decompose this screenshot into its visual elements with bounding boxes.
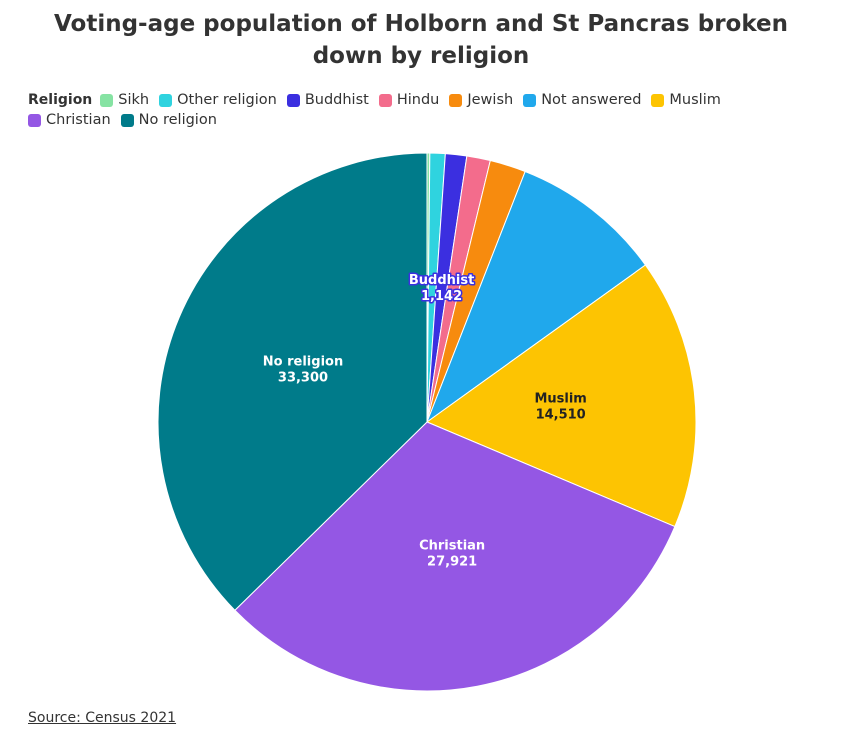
legend-label: Jewish (467, 92, 514, 108)
legend-swatch (28, 113, 41, 127)
legend-swatch (159, 93, 173, 107)
legend-swatch (286, 93, 300, 107)
legend-swatch (449, 93, 463, 107)
legend-label: Muslim (669, 92, 721, 108)
value-label: 1,142 (421, 289, 462, 304)
legend-label: Christian (46, 112, 111, 128)
legend-item: Buddhist (286, 92, 369, 108)
legend-swatch (523, 93, 537, 107)
legend: Religion Sikh Other religion Buddhist Hindu J… (28, 92, 748, 128)
slice-label: Buddhist (409, 273, 474, 288)
pie-slice (157, 152, 428, 611)
legend-label: Buddhist (304, 92, 369, 108)
legend-swatch (651, 93, 665, 107)
legend-swatch (100, 93, 114, 107)
legend-item: Jewish (449, 92, 513, 108)
legend-label: Not answered (541, 92, 642, 108)
slice-label: Christian (419, 539, 485, 554)
pie-slice (425, 170, 647, 424)
legend-title: Religion (28, 92, 93, 108)
value-label: 27,921 (427, 555, 477, 570)
legend-label: Sikh (118, 92, 150, 108)
slice-label: Muslim (534, 391, 586, 406)
value-label: 33,300 (278, 370, 328, 385)
legend-swatch (378, 93, 392, 107)
chart-title: Voting-age population of Holborn and St … (53, 11, 789, 69)
legend-item: Christian (28, 112, 111, 128)
source-link[interactable]: Source: Census 2021 (28, 710, 177, 726)
legend-swatch (120, 113, 134, 127)
legend-item: Hindu (378, 92, 440, 108)
legend-item: Muslim (651, 92, 721, 108)
slice-label: No religion (263, 354, 343, 369)
pie-slice (234, 421, 676, 692)
legend-item: No religion (120, 112, 217, 128)
legend-item: Not answered (523, 92, 641, 108)
legend-item: Other religion (159, 92, 277, 108)
pie-slice (425, 264, 697, 528)
value-label: 14,510 (536, 407, 586, 422)
legend-item: Sikh (100, 92, 149, 108)
legend-label: No religion (138, 112, 217, 128)
legend-label: Hindu (396, 92, 440, 108)
legend-label: Other religion (177, 92, 277, 108)
